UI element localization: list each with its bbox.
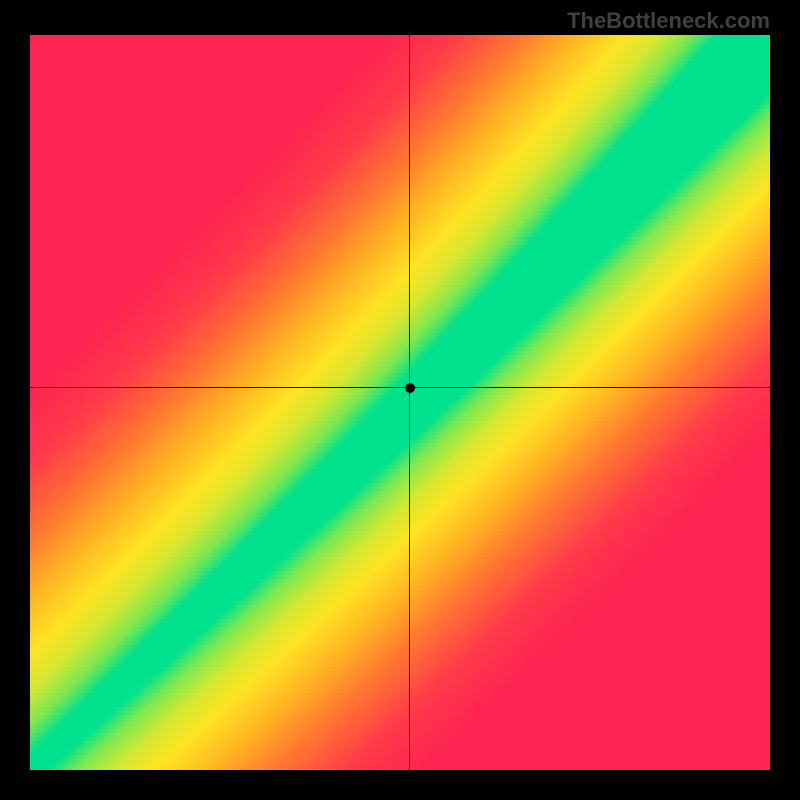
image-root: TheBottleneck.com [0, 0, 800, 800]
crosshair-horizontal-line [30, 387, 770, 388]
plot-area [30, 35, 770, 770]
heatmap-canvas [30, 35, 770, 770]
crosshair-dot [405, 383, 415, 393]
crosshair-vertical-line [409, 35, 410, 770]
watermark-text: TheBottleneck.com [567, 8, 770, 34]
